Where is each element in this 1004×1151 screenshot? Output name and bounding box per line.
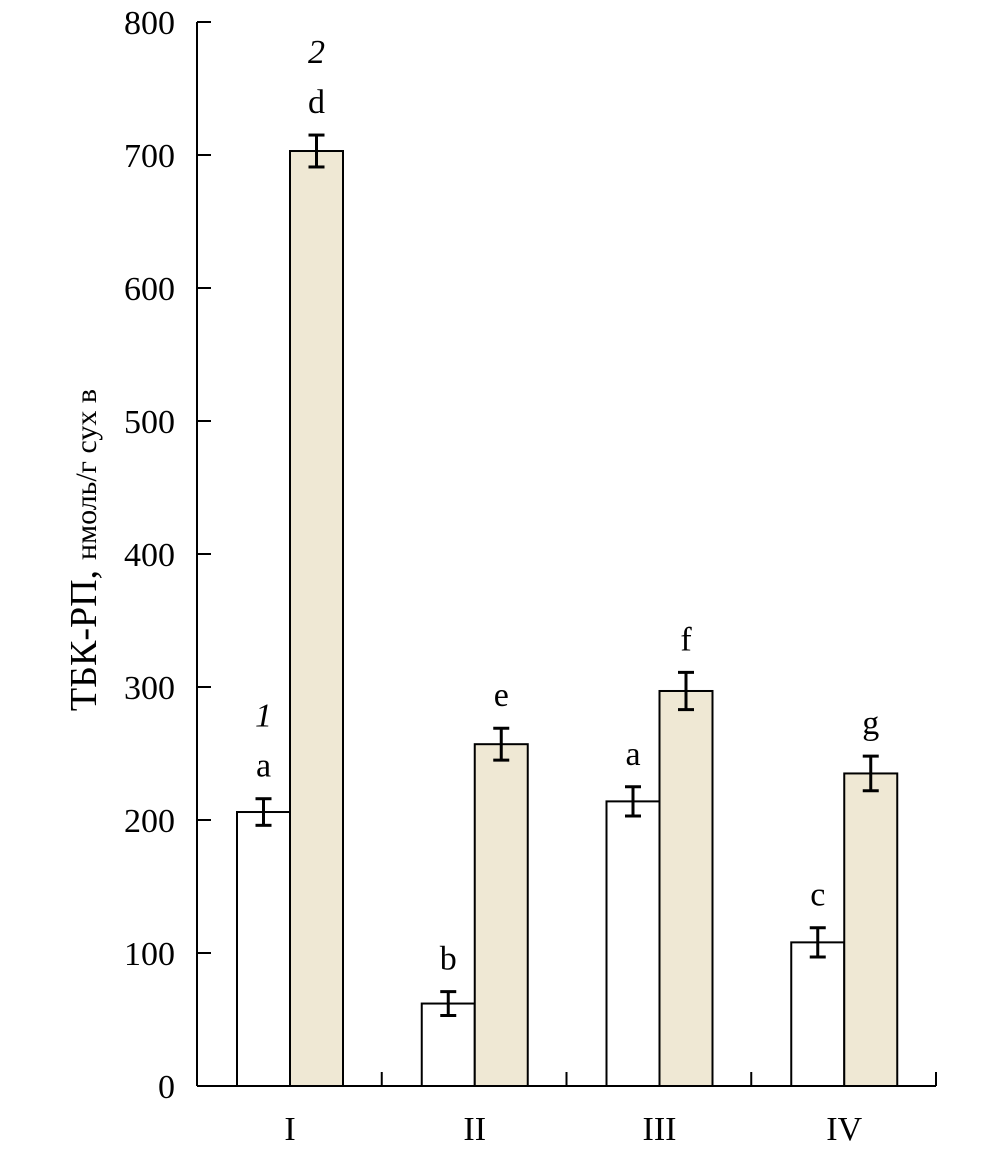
significance-label: b bbox=[440, 941, 457, 978]
x-category-label: II bbox=[463, 1111, 486, 1148]
y-tick-label: 0 bbox=[158, 1069, 175, 1106]
y-tick-label: 200 bbox=[124, 803, 175, 840]
series-label: 2 bbox=[308, 34, 325, 71]
y-tick-label: 700 bbox=[124, 138, 175, 175]
x-axis-ticks: I II III IV bbox=[196, 1072, 937, 1148]
y-axis-label-unit: нмоль/г сух в bbox=[70, 389, 103, 560]
bar-series-1 bbox=[790, 941, 846, 1087]
bar-series-1 bbox=[236, 811, 291, 1088]
bar-series-2 bbox=[289, 150, 344, 1087]
y-tick-label: 300 bbox=[124, 670, 175, 707]
x-category-label: III bbox=[643, 1111, 677, 1148]
x-category-label: I bbox=[284, 1111, 295, 1148]
significance-label: a bbox=[625, 736, 640, 773]
significance-label: g bbox=[862, 705, 879, 742]
significance-label: a bbox=[256, 748, 271, 785]
bar-series-2 bbox=[843, 772, 899, 1087]
bar-series-2 bbox=[658, 689, 714, 1087]
bar-series-2 bbox=[473, 743, 529, 1087]
y-tick-label: 800 bbox=[124, 5, 175, 42]
bar-series-1 bbox=[420, 1002, 476, 1087]
y-axis-ticks: 0 100 200 300 400 500 600 700 800 bbox=[124, 5, 211, 1106]
significance-label: f bbox=[680, 621, 692, 658]
series-label: 1 bbox=[255, 698, 272, 735]
y-tick-label: 100 bbox=[124, 936, 175, 973]
x-category-label: IV bbox=[826, 1111, 862, 1148]
significance-label: c bbox=[810, 877, 825, 914]
significance-label: d bbox=[308, 84, 325, 121]
y-axis-label-main: ТБК-РП, bbox=[63, 570, 105, 711]
bars: a 1 b a c d 2 e f g bbox=[236, 34, 899, 1088]
y-tick-label: 500 bbox=[124, 404, 175, 441]
bar-series-1 bbox=[605, 800, 661, 1087]
y-tick-label: 400 bbox=[124, 537, 175, 574]
y-tick-label: 600 bbox=[124, 271, 175, 308]
significance-label: e bbox=[494, 677, 509, 714]
y-axis-label: ТБК-РП, нмоль/г сух в bbox=[63, 389, 105, 711]
svg-text:ТБК-РП, нмоль/г сух в: ТБК-РП, нмоль/г сух в bbox=[63, 389, 105, 711]
